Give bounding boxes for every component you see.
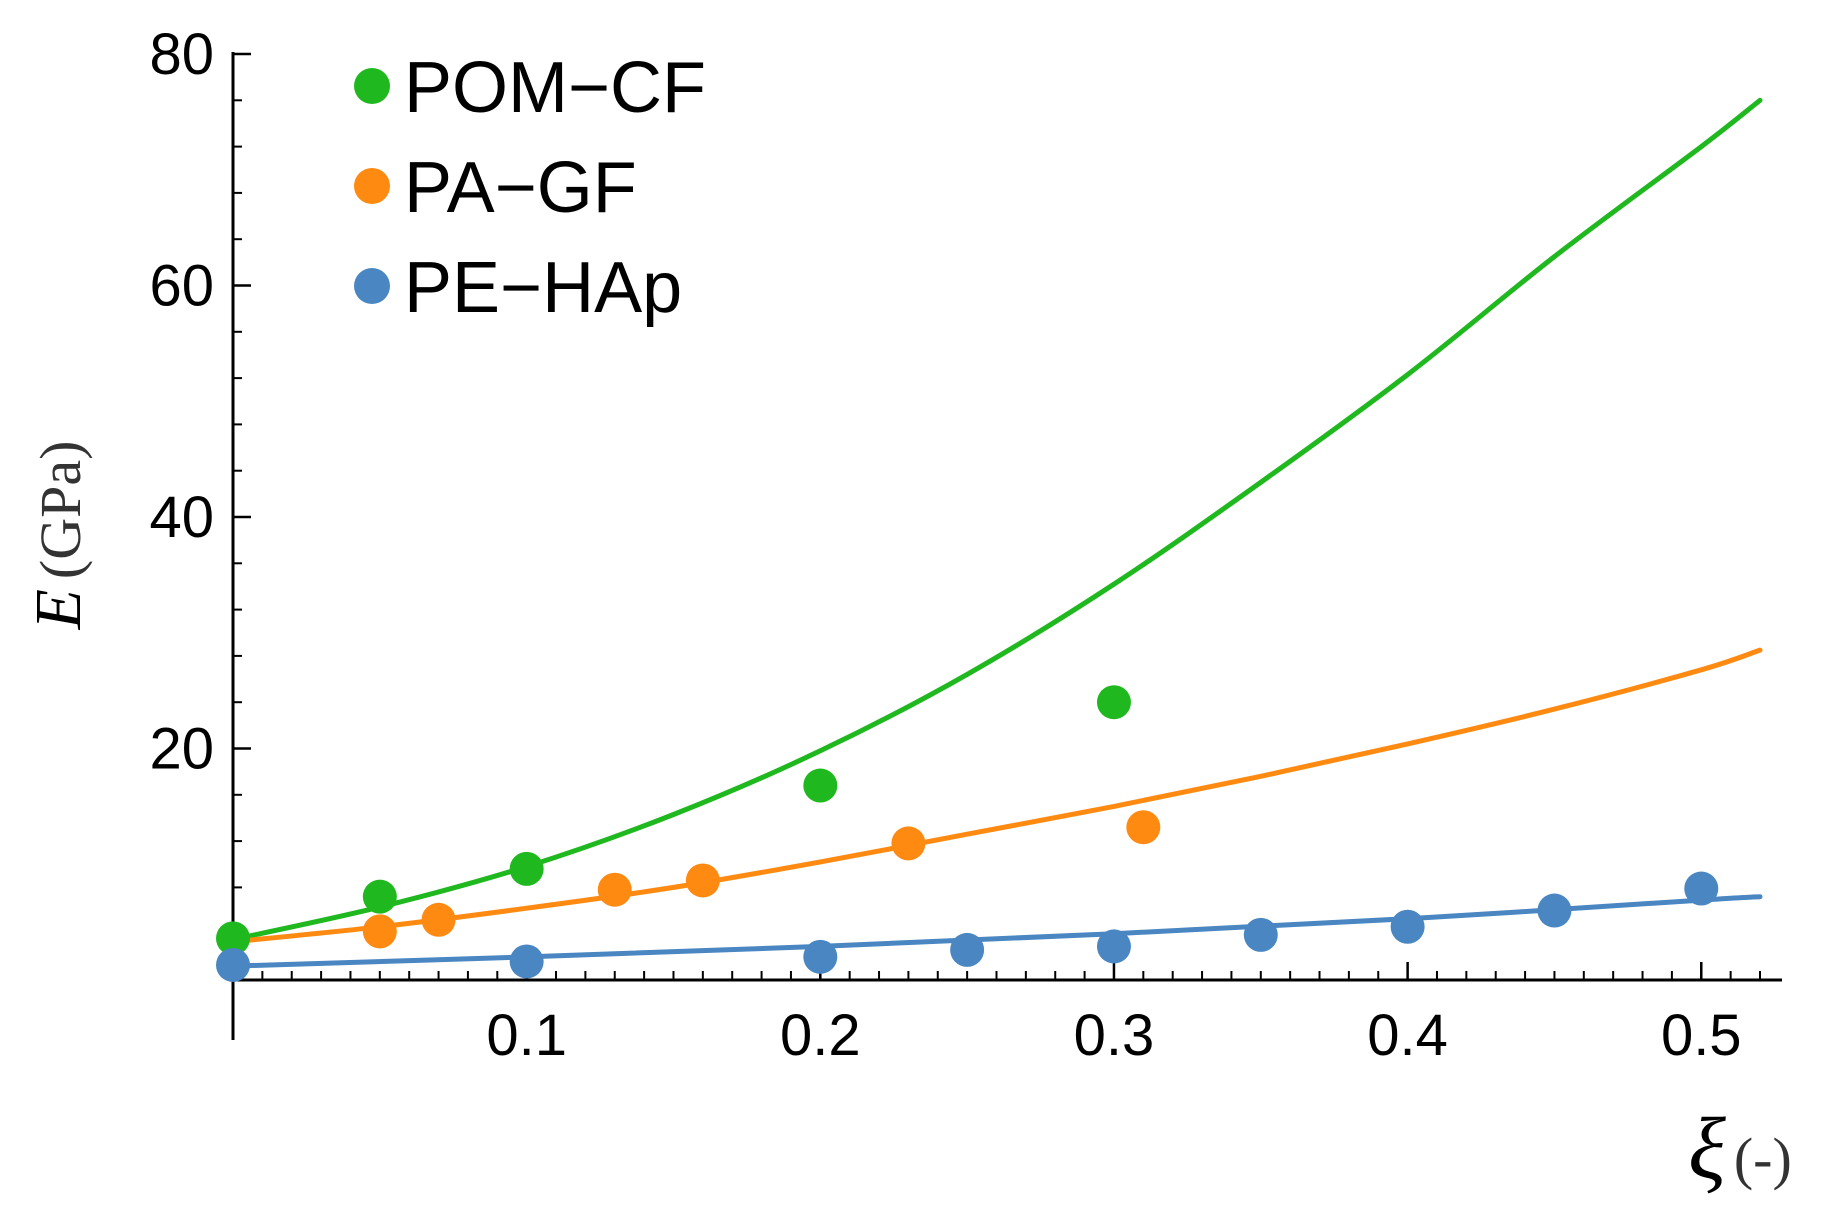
x-tick-label: 0.3 xyxy=(1074,1003,1155,1068)
fit-lines xyxy=(230,97,1763,969)
data-point-series-1 xyxy=(597,872,632,907)
data-point-series-2 xyxy=(1390,909,1425,944)
data-point-series-1 xyxy=(1126,810,1161,845)
data-point-series-2 xyxy=(1243,917,1278,952)
data-point-series-2 xyxy=(803,939,838,974)
legend-label-2: PE−HAp xyxy=(404,248,682,328)
legend: POM−CF PA−GF PE−HAp xyxy=(354,48,706,328)
y-axis-unit: (GPa) xyxy=(28,441,93,580)
data-point-series-2 xyxy=(950,932,985,967)
data-point-series-1 xyxy=(362,914,397,949)
x-tick-label: 0.1 xyxy=(486,1003,567,1068)
legend-label-0: POM−CF xyxy=(404,48,706,128)
legend-marker-1 xyxy=(354,168,390,204)
y-axis-title: E (GPa) xyxy=(22,441,95,631)
data-point-series-0 xyxy=(1096,685,1131,720)
y-tick-label: 80 xyxy=(149,22,214,87)
data-point-series-0 xyxy=(362,879,397,914)
fit-line-1 xyxy=(230,647,1763,945)
data-point-series-1 xyxy=(685,863,720,898)
x-tick-label: 0.5 xyxy=(1661,1003,1742,1068)
data-point-series-2 xyxy=(1096,929,1131,964)
data-point-series-0 xyxy=(803,768,838,803)
x-axis-unit: (-) xyxy=(1734,1126,1792,1191)
data-point-series-2 xyxy=(509,944,544,979)
x-tick-label: 0.2 xyxy=(780,1003,861,1068)
x-axis-symbol: ξ xyxy=(1688,1101,1726,1198)
legend-marker-0 xyxy=(354,68,390,104)
data-point-series-2 xyxy=(216,947,250,982)
data-points xyxy=(216,685,1719,982)
x-axis-title: ξ (-) xyxy=(1688,1101,1792,1198)
y-tick-label: 20 xyxy=(149,717,214,782)
y-tick-label: 40 xyxy=(149,485,214,550)
data-point-series-2 xyxy=(1684,871,1719,906)
legend-label-1: PA−GF xyxy=(404,148,637,228)
data-point-series-2 xyxy=(1537,893,1572,928)
y-axis-symbol: E xyxy=(22,589,95,630)
fit-line-2 xyxy=(230,894,1763,969)
data-point-series-0 xyxy=(509,851,544,886)
legend-marker-2 xyxy=(354,268,390,304)
data-point-series-1 xyxy=(421,902,456,937)
data-point-series-1 xyxy=(891,826,926,861)
x-tick-label: 0.4 xyxy=(1367,1003,1448,1068)
y-tick-label: 60 xyxy=(149,254,214,319)
data-point-series-0 xyxy=(216,921,250,956)
